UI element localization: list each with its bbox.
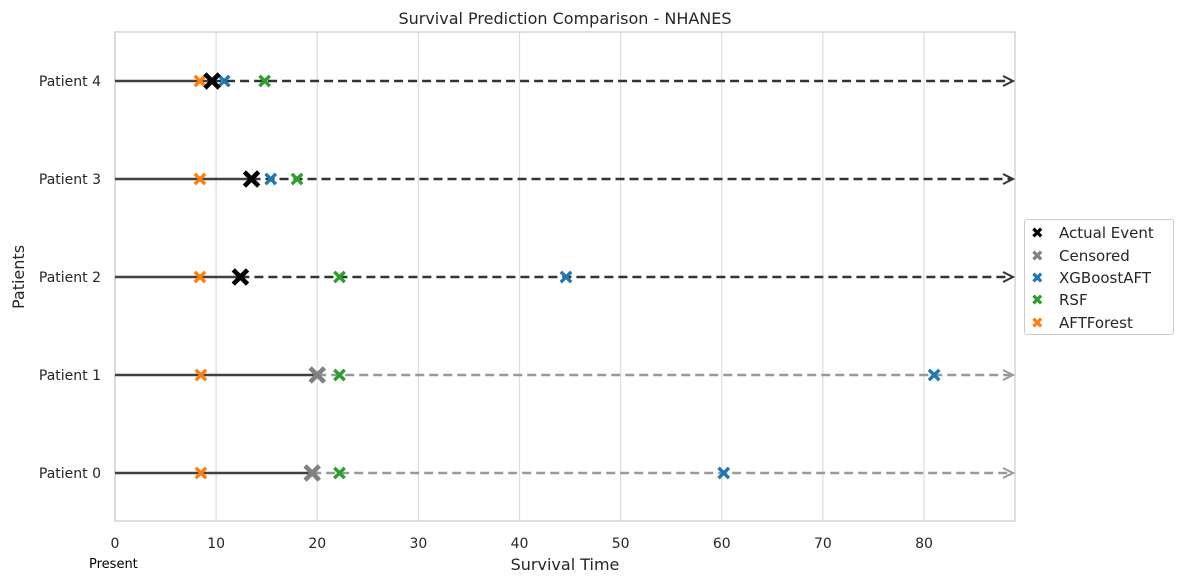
actual-event-marker xyxy=(203,72,221,90)
rsf-marker xyxy=(290,172,304,186)
y-tick-label: Patient 2 xyxy=(39,270,101,286)
y-tick-label: Patient 1 xyxy=(39,368,101,384)
legend-marker-icon: ✖ xyxy=(1031,313,1044,332)
legend-item: ✖ RSF xyxy=(1031,289,1167,311)
legend-marker-icon: ✖ xyxy=(1031,224,1044,243)
y-axis-labels: Patient 0 Patient 1 Patient 2 Patient 3 Pati… xyxy=(39,74,101,482)
legend-label: XGBoostAFT xyxy=(1059,268,1152,287)
aftforest-marker xyxy=(194,466,208,480)
x-tick-label: 10 xyxy=(207,536,225,552)
arrow-head xyxy=(1002,271,1016,283)
aftforest-marker xyxy=(193,172,207,186)
legend-label: RSF xyxy=(1059,291,1088,310)
x-tick-label: 0 xyxy=(111,536,120,552)
x-tick-label: 80 xyxy=(915,536,933,552)
legend-marker-icon: ✖ xyxy=(1031,268,1044,287)
actual-event-marker xyxy=(242,170,261,188)
chart-title: Survival Prediction Comparison - NHANES xyxy=(398,9,731,28)
rsf-marker xyxy=(333,270,346,284)
x-tick-label: 50 xyxy=(612,536,630,552)
x-tick-label: 60 xyxy=(713,536,731,552)
xgboostaft-marker xyxy=(217,74,231,88)
arrow-head xyxy=(1002,75,1016,87)
patient-lines xyxy=(115,75,1016,479)
legend-label: AFTForest xyxy=(1059,313,1133,332)
x-axis-label: Survival Time xyxy=(511,555,620,574)
x-axis-ticks: 0 10 20 30 40 50 60 70 80 xyxy=(111,536,933,552)
legend-marker-icon: ✖ xyxy=(1031,246,1044,265)
y-axis-label: Patients xyxy=(9,245,28,309)
legend-label: Actual Event xyxy=(1059,224,1154,243)
xgboostaft-marker xyxy=(717,466,731,480)
xgboostaft-marker xyxy=(927,368,941,382)
x-tick-label: 70 xyxy=(814,536,832,552)
arrow-head xyxy=(1002,467,1016,479)
rsf-marker xyxy=(333,466,346,480)
censored-event-marker xyxy=(303,464,321,482)
x-tick-label: 40 xyxy=(511,536,529,552)
x-tick-label: 30 xyxy=(409,536,427,552)
legend-item: ✖ Actual Event xyxy=(1031,222,1167,244)
legend-item: ✖ XGBoostAFT xyxy=(1031,267,1167,289)
x-tick-label: 20 xyxy=(308,536,326,552)
y-tick-label: Patient 3 xyxy=(39,172,101,188)
legend-label: Censored xyxy=(1059,246,1130,265)
rsf-marker xyxy=(333,368,346,382)
xgboostaft-marker xyxy=(559,270,573,284)
legend-marker-icon: ✖ xyxy=(1031,291,1044,310)
chart-legend: ✖ Actual Event ✖ Censored ✖ XGBoostAFT ✖ RSF ✖ AF… xyxy=(1024,219,1174,335)
actual-event-marker xyxy=(231,268,250,286)
present-annotation: Present xyxy=(89,557,138,572)
y-tick-label: Patient 0 xyxy=(39,466,101,482)
aftforest-marker xyxy=(194,368,208,382)
aftforest-marker xyxy=(193,270,207,284)
markers xyxy=(193,72,941,482)
arrow-head xyxy=(1002,173,1016,185)
legend-item: ✖ AFTForest xyxy=(1031,312,1167,334)
y-tick-label: Patient 4 xyxy=(39,74,101,90)
xgboostaft-marker xyxy=(264,172,278,186)
aftforest-marker xyxy=(193,74,207,88)
censored-event-marker xyxy=(308,366,327,384)
rsf-marker xyxy=(258,74,272,88)
arrow-head xyxy=(1002,369,1016,381)
legend-item: ✖ Censored xyxy=(1031,244,1167,266)
